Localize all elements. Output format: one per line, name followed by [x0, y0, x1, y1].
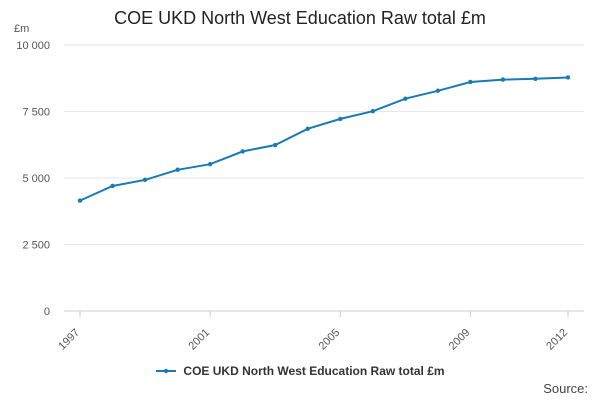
- x-axis: 1997 2001 2005 2009 2012: [56, 311, 570, 352]
- y-tick-label: 10 000: [16, 40, 50, 52]
- data-point: [305, 126, 310, 131]
- data-point: [533, 76, 538, 81]
- x-tick-label: 2005: [317, 327, 343, 353]
- data-point: [370, 109, 375, 114]
- y-axis-label: £m: [14, 23, 29, 35]
- legend[interactable]: COE UKD North West Education Raw total £…: [0, 364, 600, 378]
- data-point: [240, 149, 245, 154]
- data-point: [207, 161, 213, 167]
- x-tick-label: 2012: [544, 327, 570, 353]
- x-tick-label: 2001: [186, 327, 212, 353]
- x-tick-label: 2009: [447, 327, 473, 353]
- data-point: [500, 77, 506, 82]
- data-point: [565, 75, 571, 80]
- y-tick-label: 7 500: [22, 107, 50, 119]
- series-layer: [77, 75, 571, 203]
- y-tick-label: 0: [44, 306, 50, 318]
- chart-title: COE UKD North West Education Raw total £…: [114, 8, 486, 28]
- x-tick-label: 1997: [56, 327, 82, 353]
- y-axis-ticks: 0 2 500 5 000 7 500 10 000: [16, 40, 50, 318]
- y-tick-label: 5 000: [22, 173, 50, 185]
- data-point: [403, 96, 408, 101]
- data-point: [338, 116, 343, 122]
- legend-swatch-icon: [156, 368, 177, 374]
- data-point: [435, 88, 441, 93]
- data-point: [110, 183, 115, 189]
- data-point: [77, 198, 83, 203]
- gridlines: [64, 44, 584, 312]
- source-label: Source:: [543, 381, 588, 396]
- y-tick-label: 2 500: [22, 240, 50, 252]
- data-point: [175, 167, 180, 172]
- legend-label: COE UKD North West Education Raw total £…: [183, 364, 445, 378]
- data-point: [142, 177, 148, 183]
- data-point: [468, 79, 473, 85]
- series-line: [79, 76, 569, 202]
- data-point: [273, 142, 278, 148]
